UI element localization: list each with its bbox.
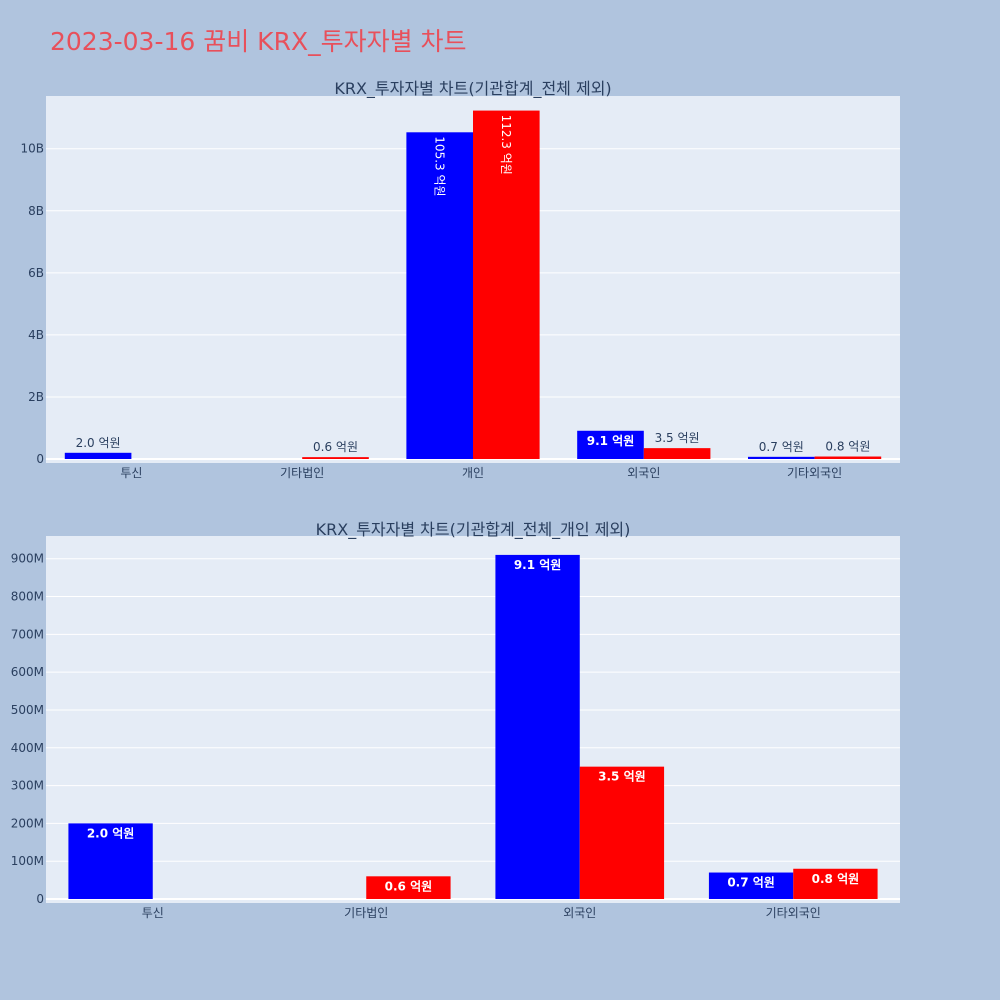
page-title: 2023-03-16 꿈비 KRX_투자자별 차트: [50, 27, 467, 56]
data-label: 0.8 억원: [825, 440, 870, 454]
bar: [793, 868, 878, 899]
bar: [495, 554, 580, 899]
chart-title: KRX_투자자별 차트(기관합계_전체_개인 제외): [316, 520, 631, 540]
y-tick-label: 100M: [11, 854, 44, 868]
y-tick-label: 900M: [11, 552, 44, 566]
bar: [643, 448, 711, 459]
y-tick-label: 8B: [28, 204, 44, 218]
data-label: 9.1 억원: [514, 558, 562, 572]
bar: [64, 452, 132, 459]
y-tick-label: 300M: [11, 779, 44, 793]
bar: [814, 456, 882, 459]
data-label: 0.6 억원: [313, 440, 358, 454]
data-label: 112.3 억원: [499, 115, 513, 175]
x-tick-label: 투신: [142, 906, 164, 920]
bar: [473, 110, 540, 459]
y-tick-label: 200M: [11, 816, 44, 830]
y-tick-label: 10B: [20, 142, 44, 156]
bar: [302, 457, 369, 459]
x-tick-label: 개인: [462, 466, 484, 480]
bar: [708, 872, 794, 899]
data-label: 0.6 억원: [385, 879, 433, 893]
bar: [68, 823, 153, 899]
chart-top: 0 2B 4B 6B 8B 10B 투신 기타법인 개인 외국인 기타외국인 2.0 억원 105.3 …: [20, 79, 900, 480]
bar: [366, 876, 451, 899]
y-tick-label: 700M: [11, 627, 44, 641]
x-tick-label: 기타외국인: [766, 906, 821, 920]
bar: [579, 766, 665, 899]
chart-title: KRX_투자자별 차트(기관합계_전체 제외): [334, 79, 611, 99]
x-tick-label: 투신: [120, 466, 142, 480]
x-tick-label: 외국인: [563, 906, 596, 920]
x-tick-label: 기타외국인: [787, 466, 842, 480]
plot-area: [46, 536, 900, 903]
y-tick-label: 6B: [28, 266, 44, 280]
y-tick-label: 2B: [28, 390, 44, 404]
y-tick-label: 0: [36, 452, 44, 466]
y-tick-label: 0: [36, 892, 44, 906]
data-label: 0.7 억원: [759, 440, 804, 454]
data-label: 3.5 억원: [598, 770, 646, 784]
data-label: 9.1 억원: [587, 434, 635, 448]
data-label: 105.3 억원: [432, 136, 446, 196]
bar: [747, 456, 815, 459]
y-tick-label: 4B: [28, 328, 44, 342]
data-label: 0.7 억원: [727, 876, 775, 890]
data-label: 2.0 억원: [76, 436, 121, 450]
bar: [577, 430, 644, 459]
chart-bottom: 0 100M 200M 300M 400M 500M 600M 700M 800M 900M 투신 기…: [11, 520, 900, 920]
data-label: 2.0 억원: [87, 826, 135, 840]
x-tick-label: 외국인: [627, 466, 660, 480]
y-tick-label: 600M: [11, 665, 44, 679]
data-label: 0.8 억원: [812, 872, 860, 886]
y-tick-label: 400M: [11, 741, 44, 755]
data-label: 3.5 억원: [655, 431, 700, 445]
x-tick-label: 기타법인: [344, 906, 388, 920]
bar: [406, 132, 473, 460]
x-tick-label: 기타법인: [280, 466, 324, 480]
y-tick-label: 500M: [11, 703, 44, 717]
y-tick-label: 800M: [11, 590, 44, 604]
